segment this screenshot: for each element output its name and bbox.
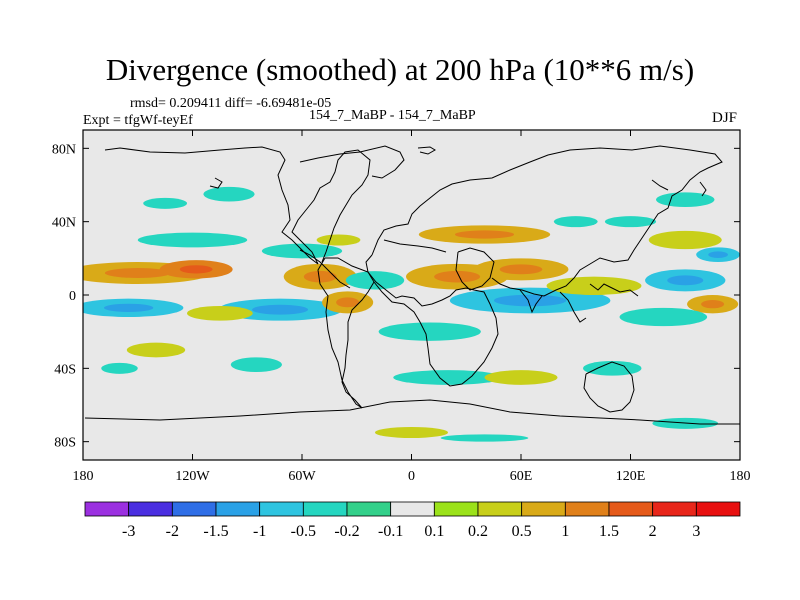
field-feature: [583, 361, 642, 376]
field-feature: [230, 357, 282, 372]
field-core: [303, 270, 337, 283]
map-axes: 180 120W 60W 0 60E 120E 180 80N 40N 0 40S 80S: [52, 130, 751, 484]
colorbar-swatch: [608, 501, 654, 517]
colorbar-swatch: [652, 501, 697, 517]
field-core: [708, 251, 728, 258]
y-tick-label: 0: [69, 289, 76, 304]
colorbar-swatch: [390, 501, 435, 517]
colorbar-label: -0.1: [378, 523, 403, 540]
stats-line: rmsd= 0.209411 diff= -6.69481e-05: [130, 96, 332, 111]
map-background: [83, 130, 740, 460]
field-core: [104, 268, 171, 278]
field-feature: [440, 434, 529, 442]
colorbar-label: 0.1: [424, 523, 444, 540]
colorbar-swatch: [477, 501, 523, 517]
y-tick-label: 40N: [52, 216, 76, 231]
field-feature: [656, 192, 715, 208]
field-core: [454, 230, 515, 239]
field-core: [701, 300, 725, 309]
field-feature: [137, 232, 248, 248]
x-tick-label: 180: [73, 469, 94, 484]
field-feature: [393, 370, 503, 385]
case-label: 154_7_MaBP - 154_7_MaBP: [309, 108, 476, 123]
colorbar-label: -0.2: [334, 523, 359, 540]
colorbar-swatch: [695, 501, 741, 517]
colorbar-label: 0.5: [512, 523, 532, 540]
field-feature: [484, 370, 558, 385]
colorbar-label: 2: [649, 523, 657, 540]
field-core: [499, 264, 543, 275]
x-tick-label: 0: [408, 469, 415, 484]
field-core: [103, 303, 154, 312]
colorbar-swatch: [84, 501, 130, 517]
colorbar-swatch: [171, 501, 217, 517]
colorbar-label: -2: [166, 523, 179, 540]
experiment-label: Expt = tfgWf-teyEf: [83, 113, 193, 128]
field-core: [252, 304, 309, 315]
field-core: [179, 265, 213, 274]
field-feature: [316, 234, 361, 246]
field-feature: [187, 306, 253, 321]
x-tick-label: 120W: [175, 469, 210, 484]
colorbar-label: -3: [122, 523, 135, 540]
colorbar-label: -1: [253, 523, 266, 540]
y-tick-label: 80S: [54, 436, 76, 451]
field-feature: [126, 342, 186, 358]
field-feature: [619, 307, 708, 327]
chart-title: Divergence (smoothed) at 200 hPa (10**6 …: [105, 52, 695, 87]
coastlines: [84, 145, 740, 425]
field-feature: [203, 186, 255, 202]
colorbar-swatch: [346, 501, 392, 517]
colorbar-swatch: [433, 501, 479, 517]
colorbar-label: 1: [561, 523, 569, 540]
field-core: [336, 297, 360, 308]
season-label: DJF: [712, 110, 738, 126]
x-tick-label: 180: [730, 469, 751, 484]
x-tick-label: 60W: [288, 469, 316, 484]
colorbar-swatch: [564, 501, 610, 517]
colorbar-swatch: [128, 501, 173, 517]
colorbar-label: 3: [692, 523, 700, 540]
colorbar-label: -0.5: [291, 523, 316, 540]
x-tick-label: 120E: [616, 469, 646, 484]
field-feature: [101, 362, 138, 374]
colorbar-swatch: [259, 501, 304, 517]
field-core: [493, 294, 567, 307]
colorbar-swatch: [215, 501, 261, 517]
field-feature: [648, 230, 722, 250]
colorbar-label: -1.5: [203, 523, 228, 540]
field-feature: [378, 322, 481, 341]
colorbar-swatch: [302, 501, 348, 517]
y-tick-label: 40S: [54, 362, 76, 377]
field-core: [667, 275, 704, 286]
field-feature: [143, 197, 188, 209]
x-tick-label: 60E: [510, 469, 533, 484]
field-feature: [553, 216, 598, 228]
colorbar-label: 1.5: [599, 523, 619, 540]
colorbar-swatch: [521, 501, 566, 517]
field-core: [434, 270, 481, 283]
divergence-field: [83, 186, 740, 442]
colorbar: -3 -2 -1.5 -1 -0.5 -0.2 -0.1 0.1 0.2 0.5 1 1.5 2 3: [84, 501, 741, 540]
field-feature: [604, 216, 657, 228]
y-tick-label: 80N: [52, 142, 76, 157]
colorbar-label: 0.2: [468, 523, 488, 540]
field-feature: [375, 427, 448, 438]
